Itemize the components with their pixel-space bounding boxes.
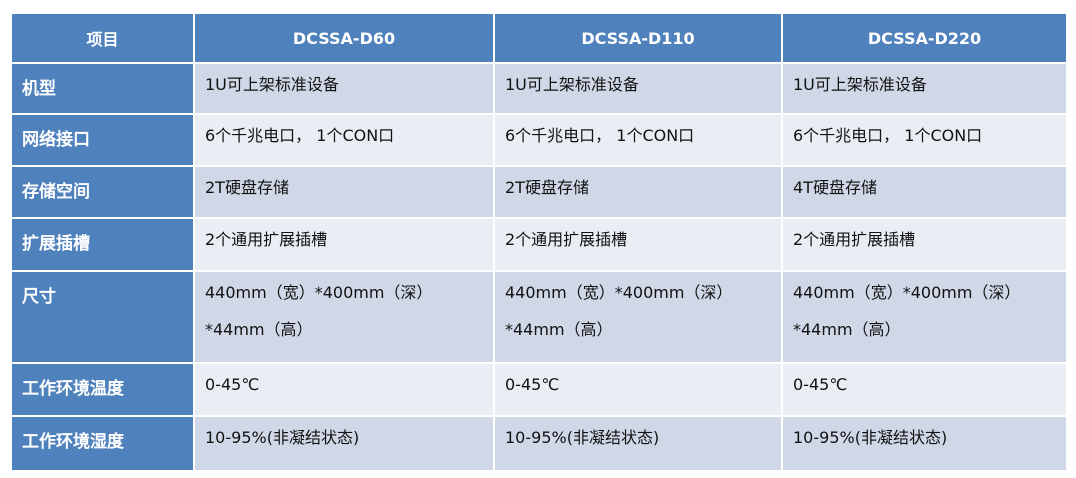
- header-item: 项目: [10, 12, 195, 64]
- table-row: 机型 1U可上架标准设备 1U可上架标准设备 1U可上架标准设备: [10, 62, 1068, 115]
- cell-text: 2个通用扩展插槽: [205, 230, 328, 249]
- table-cell: 2T硬盘存储: [493, 165, 783, 219]
- table-row: 尺寸 440mm（宽）*400mm（深） *44mm（高） 440mm（宽）*400m…: [10, 270, 1068, 364]
- table-cell: 0-45℃: [493, 362, 783, 417]
- table-cell: 1U可上架标准设备: [493, 62, 783, 115]
- table-row: 工作环境湿度 10-95%(非凝结状态) 10-95%(非凝结状态) 10-95%(非…: [10, 415, 1068, 472]
- cell-text: *44mm（高）: [205, 320, 313, 339]
- table-cell: 440mm（宽）*400mm（深） *44mm（高）: [193, 270, 495, 364]
- cell-text: 0-45℃: [505, 375, 560, 394]
- header-d220: DCSSA-D220: [781, 12, 1068, 64]
- cell-text: *44mm（高）: [505, 320, 613, 339]
- header-d60: DCSSA-D60: [193, 12, 495, 64]
- cell-text: 2个通用扩展插槽: [793, 230, 916, 249]
- table-cell: 6个千兆电口， 1个CON口: [193, 113, 495, 167]
- table-row: 存储空间 2T硬盘存储 2T硬盘存储 4T硬盘存储: [10, 165, 1068, 219]
- cell-text: 440mm（宽）*400mm（深）: [793, 283, 1021, 302]
- cell-text: 2T硬盘存储: [205, 178, 289, 197]
- table-row: 扩展插槽 2个通用扩展插槽 2个通用扩展插槽 2个通用扩展插槽: [10, 217, 1068, 272]
- table-cell: 1U可上架标准设备: [193, 62, 495, 115]
- cell-text: 440mm（宽）*400mm（深）: [505, 283, 733, 302]
- table-cell: 0-45℃: [193, 362, 495, 417]
- table-row: 工作环境温度 0-45℃ 0-45℃ 0-45℃: [10, 362, 1068, 417]
- table-cell: 440mm（宽）*400mm（深） *44mm（高）: [781, 270, 1068, 364]
- table-cell: 0-45℃: [781, 362, 1068, 417]
- row-label: 扩展插槽: [10, 217, 195, 272]
- cell-text: 10-95%(非凝结状态): [505, 428, 660, 447]
- cell-text: 6个千兆电口， 1个CON口: [505, 126, 695, 145]
- table-cell: 2个通用扩展插槽: [193, 217, 495, 272]
- table-cell: 10-95%(非凝结状态): [493, 415, 783, 472]
- cell-text: 1U可上架标准设备: [505, 75, 639, 94]
- cell-text: 10-95%(非凝结状态): [793, 428, 948, 447]
- row-label: 工作环境温度: [10, 362, 195, 417]
- cell-text: 2T硬盘存储: [505, 178, 589, 197]
- table-cell: 2个通用扩展插槽: [493, 217, 783, 272]
- cell-text: *44mm（高）: [793, 320, 901, 339]
- cell-text: 10-95%(非凝结状态): [205, 428, 360, 447]
- header-row: 项目 DCSSA-D60 DCSSA-D110 DCSSA-D220: [10, 12, 1068, 64]
- cell-text: 440mm（宽）*400mm（深）: [205, 283, 433, 302]
- row-label: 网络接口: [10, 113, 195, 167]
- table-row: 网络接口 6个千兆电口， 1个CON口 6个千兆电口， 1个CON口 6个千兆电口， …: [10, 113, 1068, 167]
- table-cell: 440mm（宽）*400mm（深） *44mm（高）: [493, 270, 783, 364]
- table-cell: 10-95%(非凝结状态): [193, 415, 495, 472]
- spec-table: 项目 DCSSA-D60 DCSSA-D110 DCSSA-D220 机型 1U可…: [10, 12, 1068, 472]
- table-cell: 2个通用扩展插槽: [781, 217, 1068, 272]
- header-d110: DCSSA-D110: [493, 12, 783, 64]
- cell-text: 1U可上架标准设备: [205, 75, 339, 94]
- cell-text: 4T硬盘存储: [793, 178, 877, 197]
- table-cell: 1U可上架标准设备: [781, 62, 1068, 115]
- table-cell: 2T硬盘存储: [193, 165, 495, 219]
- cell-text: 0-45℃: [793, 375, 848, 394]
- table-cell: 6个千兆电口， 1个CON口: [781, 113, 1068, 167]
- cell-text: 6个千兆电口， 1个CON口: [205, 126, 395, 145]
- table-cell: 4T硬盘存储: [781, 165, 1068, 219]
- table-cell: 6个千兆电口， 1个CON口: [493, 113, 783, 167]
- cell-text: 6个千兆电口， 1个CON口: [793, 126, 983, 145]
- cell-text: 0-45℃: [205, 375, 260, 394]
- row-label: 尺寸: [10, 270, 195, 364]
- row-label: 存储空间: [10, 165, 195, 219]
- cell-text: 2个通用扩展插槽: [505, 230, 628, 249]
- table-cell: 10-95%(非凝结状态): [781, 415, 1068, 472]
- row-label: 机型: [10, 62, 195, 115]
- cell-text: 1U可上架标准设备: [793, 75, 927, 94]
- row-label: 工作环境湿度: [10, 415, 195, 472]
